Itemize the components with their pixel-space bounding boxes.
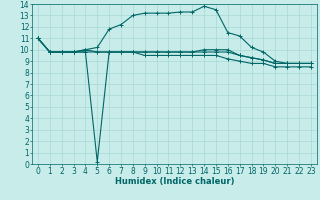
X-axis label: Humidex (Indice chaleur): Humidex (Indice chaleur) xyxy=(115,177,234,186)
